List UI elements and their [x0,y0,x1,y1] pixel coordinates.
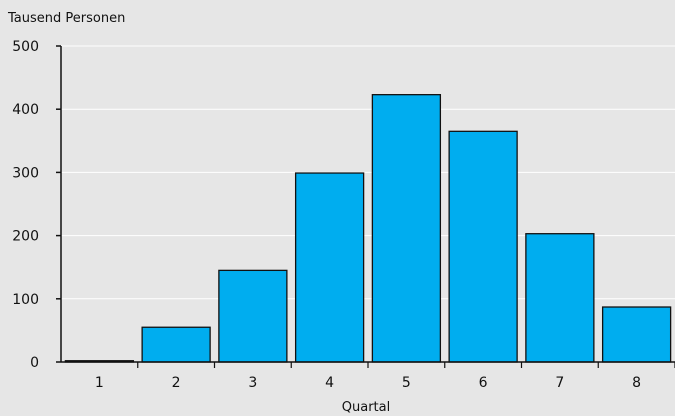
y-tick-label-5: 500 [12,39,39,55]
x-tick-label-1: 1 [95,375,104,391]
x-tick-label-5: 5 [402,375,411,391]
bar-q6 [448,130,518,363]
y-tick-label-1: 100 [12,292,39,308]
bar-q2 [141,326,211,363]
bars [64,94,672,363]
bar-q3 [218,269,288,363]
bar-q5 [371,94,442,363]
x-tick-label-7: 7 [555,375,564,391]
y-axis-title: Tausend Personen [7,11,125,26]
y-tick-label-4: 400 [12,102,39,118]
y-axis-ticks: 0 100 200 300 400 500 [12,39,61,371]
x-tick-label-6: 6 [479,375,488,391]
x-axis-title: Quartal [342,400,390,415]
x-tick-label-2: 2 [172,375,181,391]
x-tick-label-8: 8 [632,375,641,391]
y-tick-label-2: 200 [12,229,39,245]
bar-q4 [294,172,365,363]
bar-q8 [601,306,672,363]
bar-q7 [525,233,595,363]
x-tick-label-4: 4 [325,375,334,391]
x-tick-label-3: 3 [248,375,257,391]
y-tick-label-3: 300 [12,165,39,181]
y-tick-label-0: 0 [30,355,39,371]
x-axis-ticks: 1 2 3 4 5 6 7 8 [95,362,675,391]
